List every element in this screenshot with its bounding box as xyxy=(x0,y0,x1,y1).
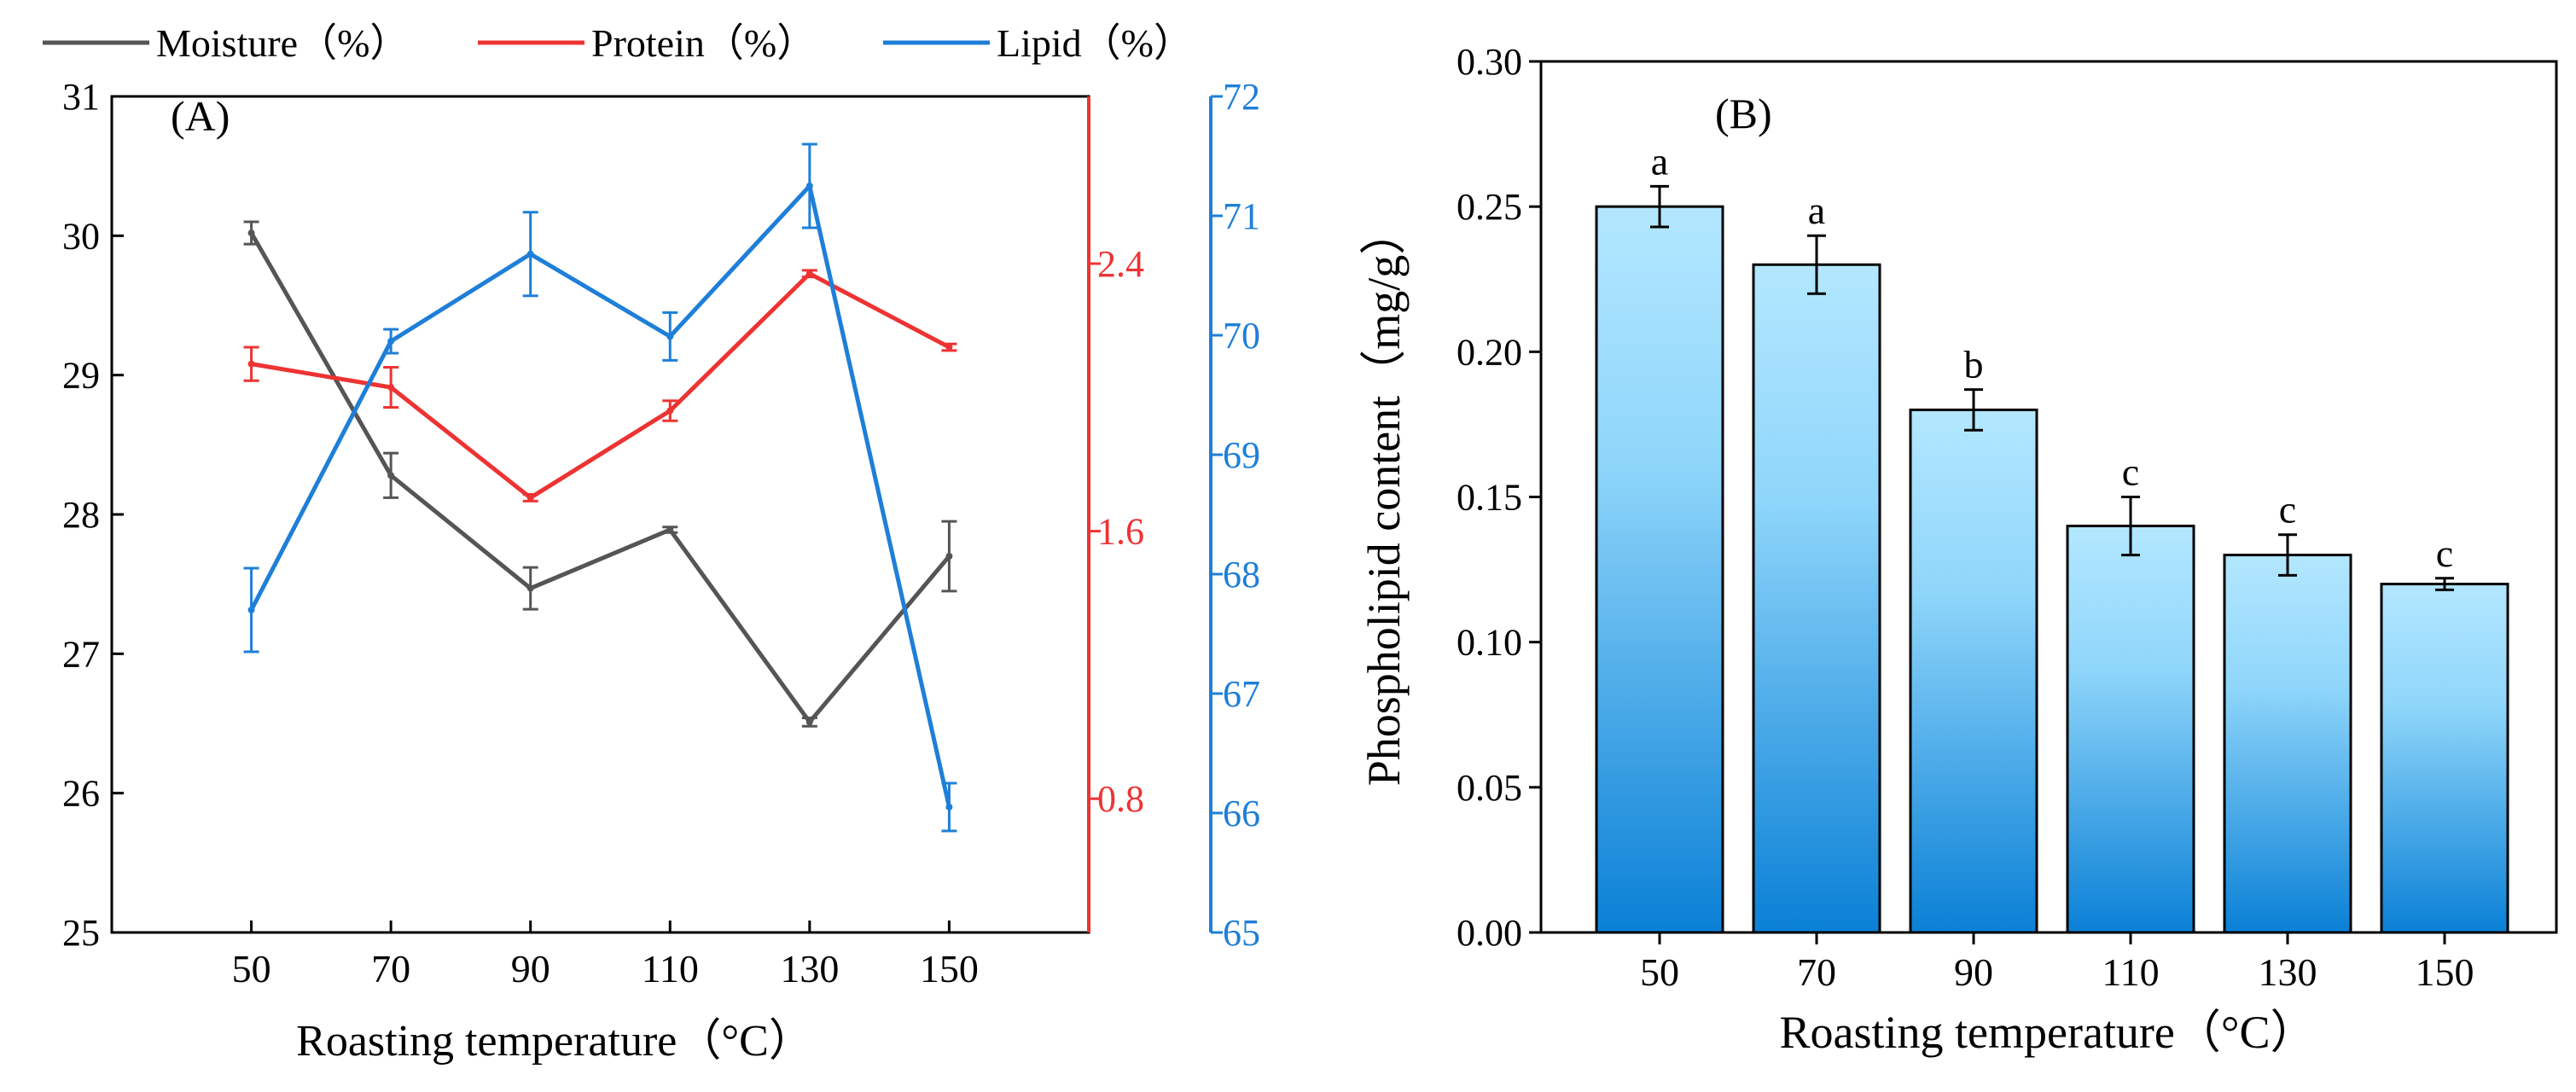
panel-a-legend: Moisture（%） Protein（%） Lipid（%） xyxy=(43,21,1193,65)
panel-a-left-y-tick-label: 25 xyxy=(62,912,100,954)
bar-150 xyxy=(2380,583,2509,934)
panel-a-left-y-tick-label: 28 xyxy=(62,494,100,536)
panel-b-label: (B) xyxy=(1715,90,1772,137)
panel-a-x-axis-label: Roasting temperature（°C） xyxy=(296,1017,813,1066)
panel-a-lipid-y-tick-label: 71 xyxy=(1223,195,1260,237)
panel-a-lipid-y-tick-label: 72 xyxy=(1223,76,1260,118)
panel-b-x-tick-label: 110 xyxy=(2102,950,2159,994)
bar-130 xyxy=(2223,554,2352,934)
panel-a-left-y-tick-label: 27 xyxy=(62,633,100,675)
bar-significance-letter: c xyxy=(2279,488,2296,531)
panel-a-x-tick-label: 50 xyxy=(232,947,271,990)
series-2-point xyxy=(805,183,813,189)
panel-a-left-y-tick-label: 29 xyxy=(62,355,100,397)
panel-a-x-tick-label: 90 xyxy=(511,947,550,990)
series-1-point xyxy=(387,384,395,392)
bar-significance-letter: c xyxy=(2122,450,2139,494)
panel-a-x-tick-label: 110 xyxy=(642,947,699,990)
series-1-point xyxy=(526,494,534,502)
series-0-point xyxy=(805,718,813,726)
bar-significance-letter: b xyxy=(1964,343,1984,386)
series-1-point xyxy=(805,270,813,277)
series-2-point xyxy=(526,250,534,258)
legend-label-0: Moisture（%） xyxy=(156,21,409,65)
bar-110 xyxy=(2066,525,2195,934)
panel-a-label: (A) xyxy=(171,92,230,140)
panel-b-y-tick-label: 0.05 xyxy=(1457,767,1522,809)
panel-b-x-tick-label: 130 xyxy=(2259,950,2317,994)
panel-b-x-axis-label: Roasting temperature（°C） xyxy=(1780,1007,2317,1058)
panel-b-x-tick-label: 70 xyxy=(1797,950,1836,994)
series-0-point xyxy=(247,229,255,237)
series-1-point xyxy=(247,360,255,368)
bar-significance-letter: c xyxy=(2436,531,2453,575)
series-0-point xyxy=(666,526,674,533)
panel-a-protein-y-tick-label: 1.6 xyxy=(1097,511,1144,553)
panel-b-x-tick-label: 50 xyxy=(1640,950,1679,994)
legend-label-1: Protein（%） xyxy=(591,21,816,65)
series-2-point xyxy=(666,333,674,340)
panel-b-x-tick-label: 90 xyxy=(1954,950,1993,994)
panel-a-x-tick-label: 70 xyxy=(371,947,410,990)
bar-significance-letter: a xyxy=(1808,189,1825,232)
series-2-point xyxy=(387,338,395,345)
panel-a-x-tick-label: 150 xyxy=(920,947,979,990)
panel-b-y-tick-label: 0.20 xyxy=(1457,331,1522,373)
panel-a-lipid-y-tick-label: 65 xyxy=(1223,912,1260,954)
panel-a-lipid-y-tick-label: 69 xyxy=(1223,434,1260,476)
series-0-point xyxy=(387,472,395,479)
panel-b-y-tick-label: 0.15 xyxy=(1457,477,1522,519)
panel-a-lipid-y-tick-label: 70 xyxy=(1223,315,1260,357)
series-2-point xyxy=(247,607,255,613)
panel-a-lipid-y-tick-label: 68 xyxy=(1223,554,1260,595)
panel-b-y-tick-label: 0.10 xyxy=(1457,622,1522,664)
panel-a-line-chart: 50 70 90 110 130 150 25 26 27 28 29 30 31 0.8 1.6 2.4 65… xyxy=(43,21,1260,1066)
legend-label-2: Lipid（%） xyxy=(997,21,1193,65)
bar-50 xyxy=(1595,205,1724,934)
panel-a-x-tick-label: 130 xyxy=(780,947,839,990)
panel-b-y-tick-label: 0.25 xyxy=(1457,186,1522,228)
panel-a-lipid-y-tick-label: 67 xyxy=(1223,673,1260,715)
bar-significance-letter: a xyxy=(1651,139,1668,183)
panel-a-protein-y-tick-label: 2.4 xyxy=(1097,243,1144,285)
panel-a-left-y-tick-label: 26 xyxy=(62,773,100,815)
series-2-point xyxy=(945,804,953,810)
series-1-point xyxy=(945,344,953,351)
panel-b-y-tick-label: 0.30 xyxy=(1457,41,1522,83)
panel-a-lipid-y-tick-label: 66 xyxy=(1223,793,1260,834)
panel-a-protein-y-tick-label: 0.8 xyxy=(1097,778,1144,820)
series-0-point xyxy=(945,553,953,560)
panel-a-left-y-tick-label: 30 xyxy=(62,215,100,257)
bar-90 xyxy=(1909,408,2038,934)
panel-a-left-y-tick-label: 31 xyxy=(62,76,100,118)
bar-70 xyxy=(1752,263,1881,934)
series-0-point xyxy=(526,584,534,592)
series-1-point xyxy=(666,407,674,415)
panel-b-bar-chart: a a b c c c 50 70 90 110 130 150 0.00 0.05 0.10 0.15 0.… xyxy=(1358,41,2558,1058)
series-line-0 xyxy=(249,231,951,726)
series-line-2 xyxy=(249,181,951,808)
series-line-1 xyxy=(251,270,951,501)
panel-b-y-tick-label: 0.00 xyxy=(1457,912,1522,954)
panel-b-y-axis-label: Phospholipid content（mg/g） xyxy=(1358,209,1410,787)
panel-b-x-tick-label: 150 xyxy=(2416,950,2474,994)
